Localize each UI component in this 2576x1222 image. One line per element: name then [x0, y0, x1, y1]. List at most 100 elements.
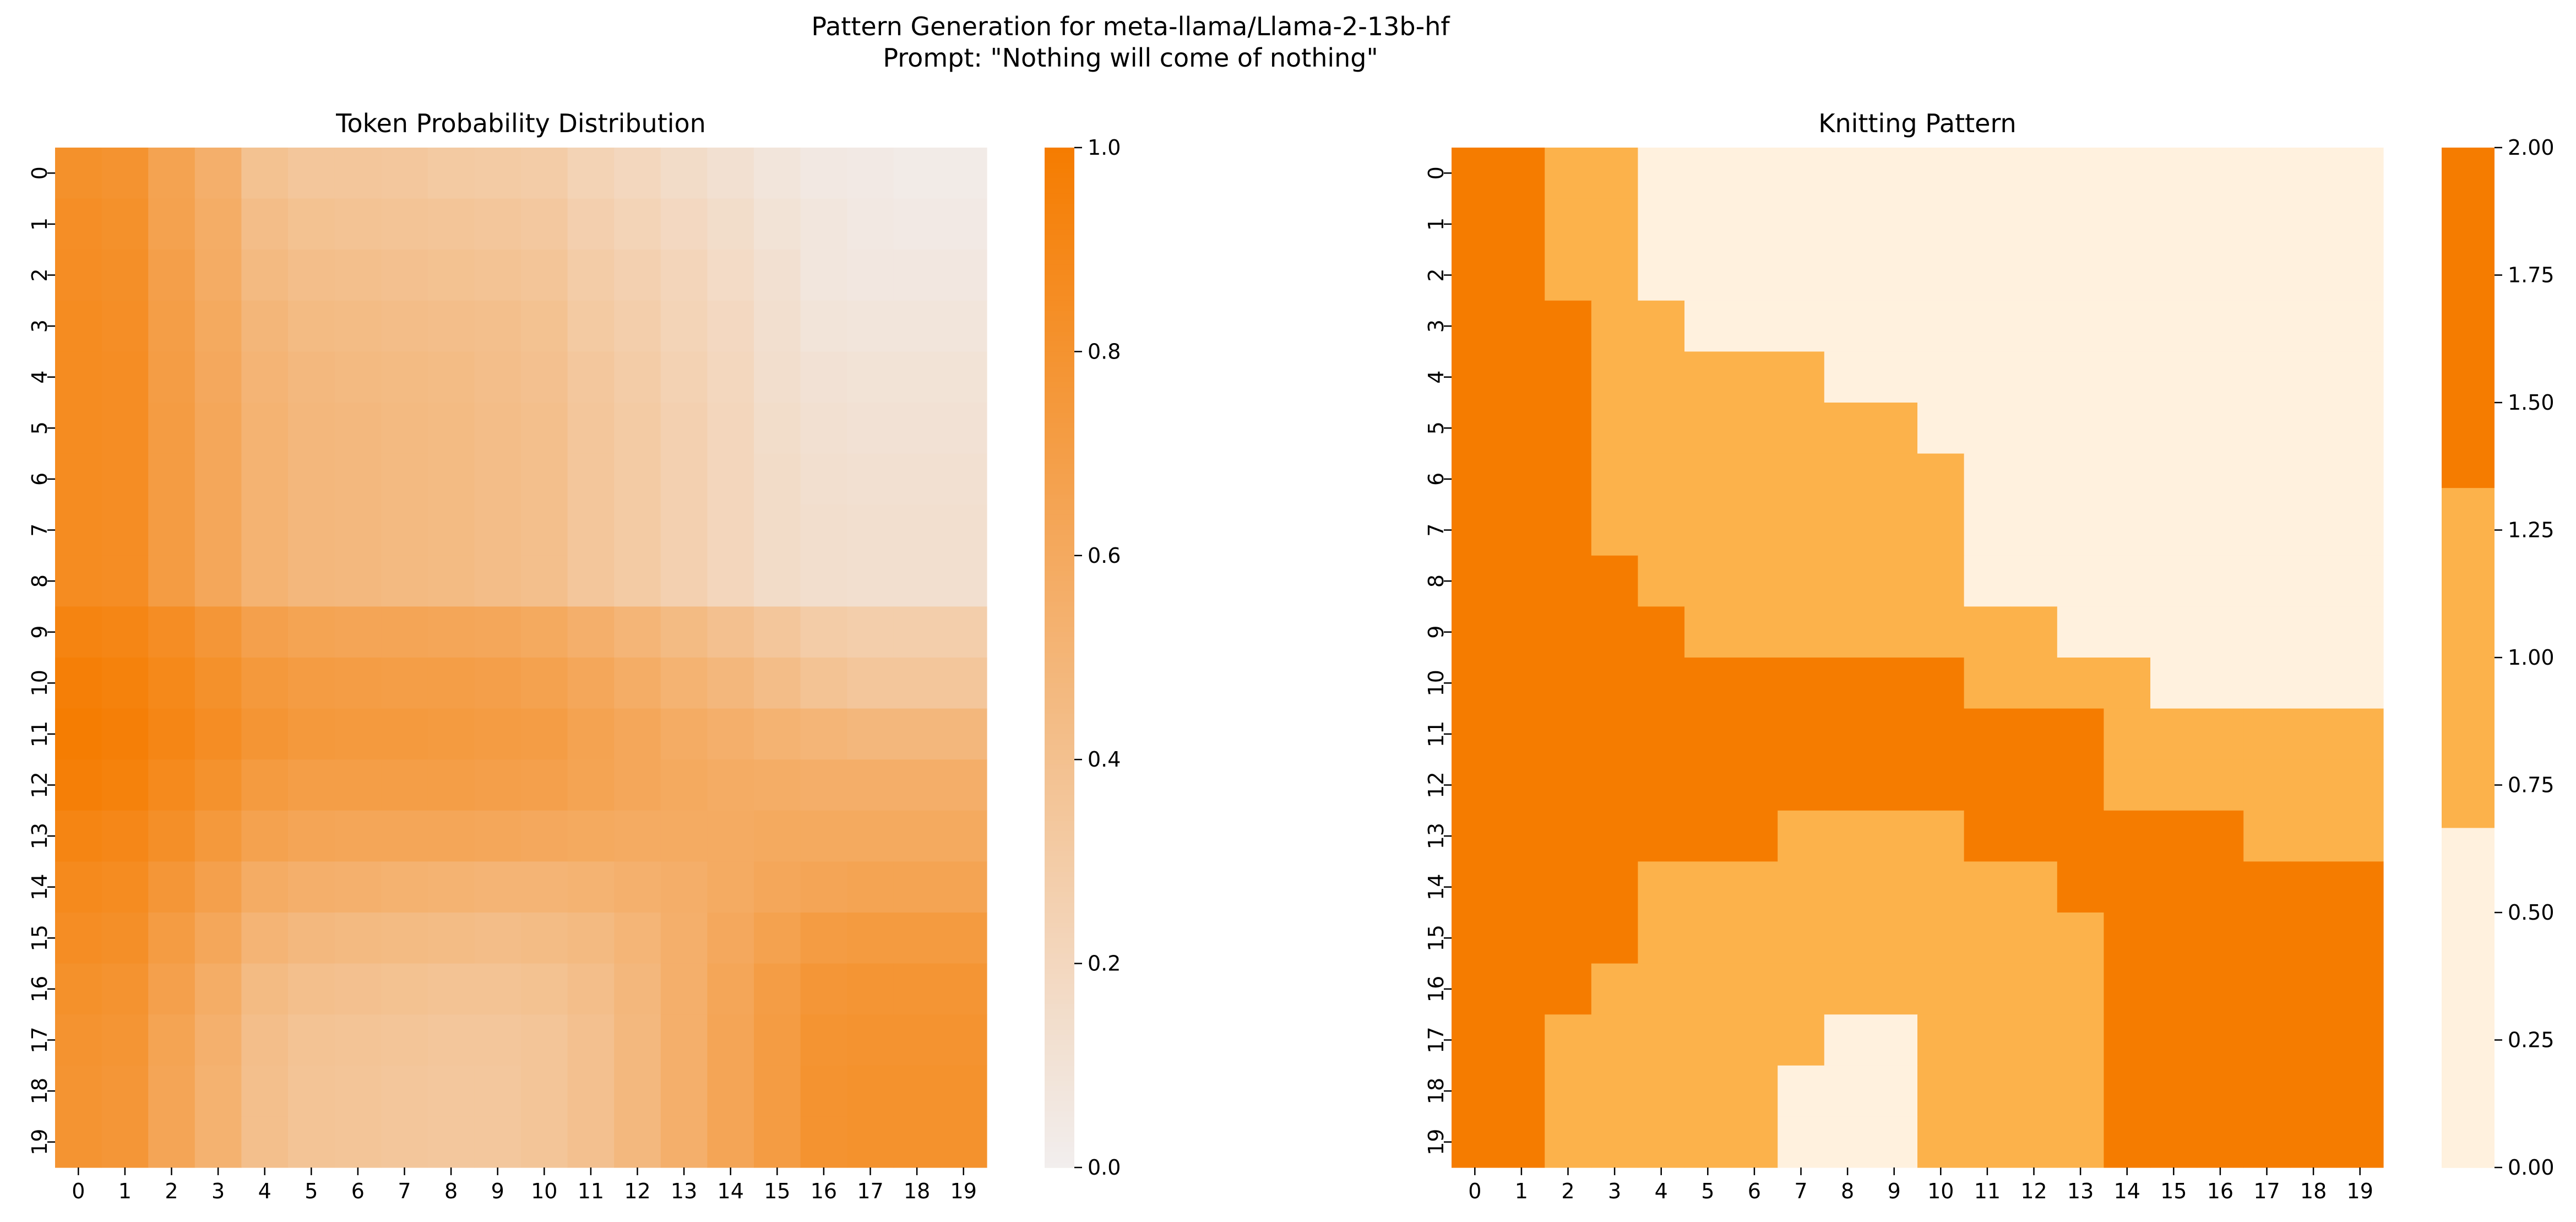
- heatmap-cell: [334, 963, 382, 1015]
- x-tick-label: 15: [764, 1179, 790, 1203]
- heatmap-cell: [2290, 453, 2337, 505]
- heatmap-cell: [2336, 658, 2384, 709]
- colorbar-segment: [1045, 938, 1074, 944]
- x-tick-label: 13: [2067, 1179, 2094, 1203]
- heatmap-cell: [1824, 351, 1871, 403]
- x-tick-label: 11: [1974, 1179, 2001, 1203]
- heatmap-cell: [101, 658, 149, 709]
- heatmap-cell: [940, 913, 987, 964]
- heatmap-cell: [2290, 1116, 2337, 1168]
- heatmap-cell: [148, 658, 195, 709]
- heatmap-cell: [800, 300, 847, 352]
- heatmap-cell: [2290, 249, 2337, 301]
- heatmap-cell: [1778, 1014, 1825, 1066]
- heatmap-cell: [474, 810, 521, 862]
- x-tick-label: 16: [2207, 1179, 2233, 1203]
- heatmap-cell: [2290, 913, 2337, 964]
- heatmap-cell: [1964, 759, 2011, 811]
- colorbar-segment: [1045, 581, 1074, 587]
- colorbar-segment: [1045, 821, 1074, 827]
- heatmap-cell: [1498, 708, 1545, 760]
- heatmap-cell: [1591, 606, 1638, 658]
- colorbar-segment: [1045, 1071, 1074, 1077]
- heatmap-cell: [1731, 249, 1778, 301]
- heatmap-cell: [2104, 1116, 2151, 1168]
- heatmap-cell: [1964, 913, 2011, 964]
- y-tick-label: 2: [1424, 268, 1448, 281]
- heatmap-cell: [1824, 504, 1871, 556]
- heatmap-cell: [1731, 453, 1778, 505]
- colorbar-segment: [1045, 1152, 1074, 1158]
- heatmap-cell: [334, 759, 382, 811]
- colorbar-segment: [1045, 326, 1074, 332]
- heatmap-cell: [567, 963, 615, 1015]
- heatmap-cell: [940, 403, 987, 454]
- heatmap-cell: [2010, 453, 2058, 505]
- heatmap-cell: [241, 1014, 289, 1066]
- heatmap-cell: [1917, 249, 1965, 301]
- colorbar-segment: [1045, 974, 1074, 980]
- heatmap-cell: [847, 1065, 894, 1117]
- heatmap-cell: [288, 759, 335, 811]
- heatmap-cell: [940, 658, 987, 709]
- heatmap-cell: [427, 453, 475, 505]
- heatmap-cell: [381, 606, 428, 658]
- y-tick-label: 6: [1424, 472, 1448, 486]
- heatmap-cell: [334, 1065, 382, 1117]
- heatmap-cell: [893, 198, 941, 250]
- heatmap-cell: [381, 555, 428, 607]
- heatmap-cell: [194, 759, 242, 811]
- y-tick-label: 11: [28, 721, 52, 747]
- colorbar-segment: [1045, 637, 1074, 643]
- heatmap-cell: [1545, 708, 1592, 760]
- heatmap-cell: [474, 1116, 521, 1168]
- heatmap-cell: [1917, 148, 1965, 199]
- heatmap-cell: [754, 708, 801, 760]
- colorbar-segment: [1045, 1091, 1074, 1097]
- colorbar-segment: [1045, 168, 1074, 174]
- heatmap-cell: [194, 453, 242, 505]
- heatmap-cell: [1824, 300, 1871, 352]
- heatmap-cell: [1871, 300, 1918, 352]
- heatmap-cell: [474, 606, 521, 658]
- heatmap-cell: [194, 1014, 242, 1066]
- heatmap-cell: [1731, 504, 1778, 556]
- x-tick-label: 4: [258, 1179, 271, 1203]
- heatmap-cell: [2104, 708, 2151, 760]
- heatmap-cell: [2243, 1116, 2291, 1168]
- heatmap-cell: [241, 453, 289, 505]
- colorbar-segment: [1045, 596, 1074, 602]
- heatmap-cell: [288, 198, 335, 250]
- heatmap-cell: [800, 913, 847, 964]
- heatmap-cell: [427, 198, 475, 250]
- heatmap-cell: [800, 403, 847, 454]
- heatmap-cell: [1778, 198, 1825, 250]
- heatmap-cell: [847, 658, 894, 709]
- colorbar-tick-label: 0.8: [1088, 339, 1121, 363]
- heatmap-cell: [55, 249, 102, 301]
- heatmap-cell: [2243, 148, 2291, 199]
- heatmap-cell: [1731, 300, 1778, 352]
- heatmap-cell: [1545, 913, 1592, 964]
- heatmap-cell: [660, 403, 708, 454]
- heatmap-cell: [427, 1014, 475, 1066]
- heatmap-cell: [1452, 453, 1499, 505]
- heatmap-cell: [521, 1014, 568, 1066]
- heatmap-cell: [1917, 913, 1965, 964]
- colorbar-segment: [1045, 780, 1074, 786]
- x-tick-label: 15: [2160, 1179, 2187, 1203]
- heatmap-cell: [427, 913, 475, 964]
- heatmap-cell: [1591, 148, 1638, 199]
- heatmap-cell: [194, 148, 242, 199]
- heatmap-cell: [707, 963, 754, 1015]
- heatmap-cell: [241, 861, 289, 913]
- heatmap-cell: [660, 504, 708, 556]
- heatmap-cell: [241, 198, 289, 250]
- heatmap-cell: [241, 658, 289, 709]
- heatmap-cell: [101, 351, 149, 403]
- heatmap-cell: [55, 810, 102, 862]
- heatmap-cell: [614, 913, 661, 964]
- heatmap-cell: [334, 504, 382, 556]
- heatmap-cell: [1545, 1014, 1592, 1066]
- heatmap-cell: [2290, 810, 2337, 862]
